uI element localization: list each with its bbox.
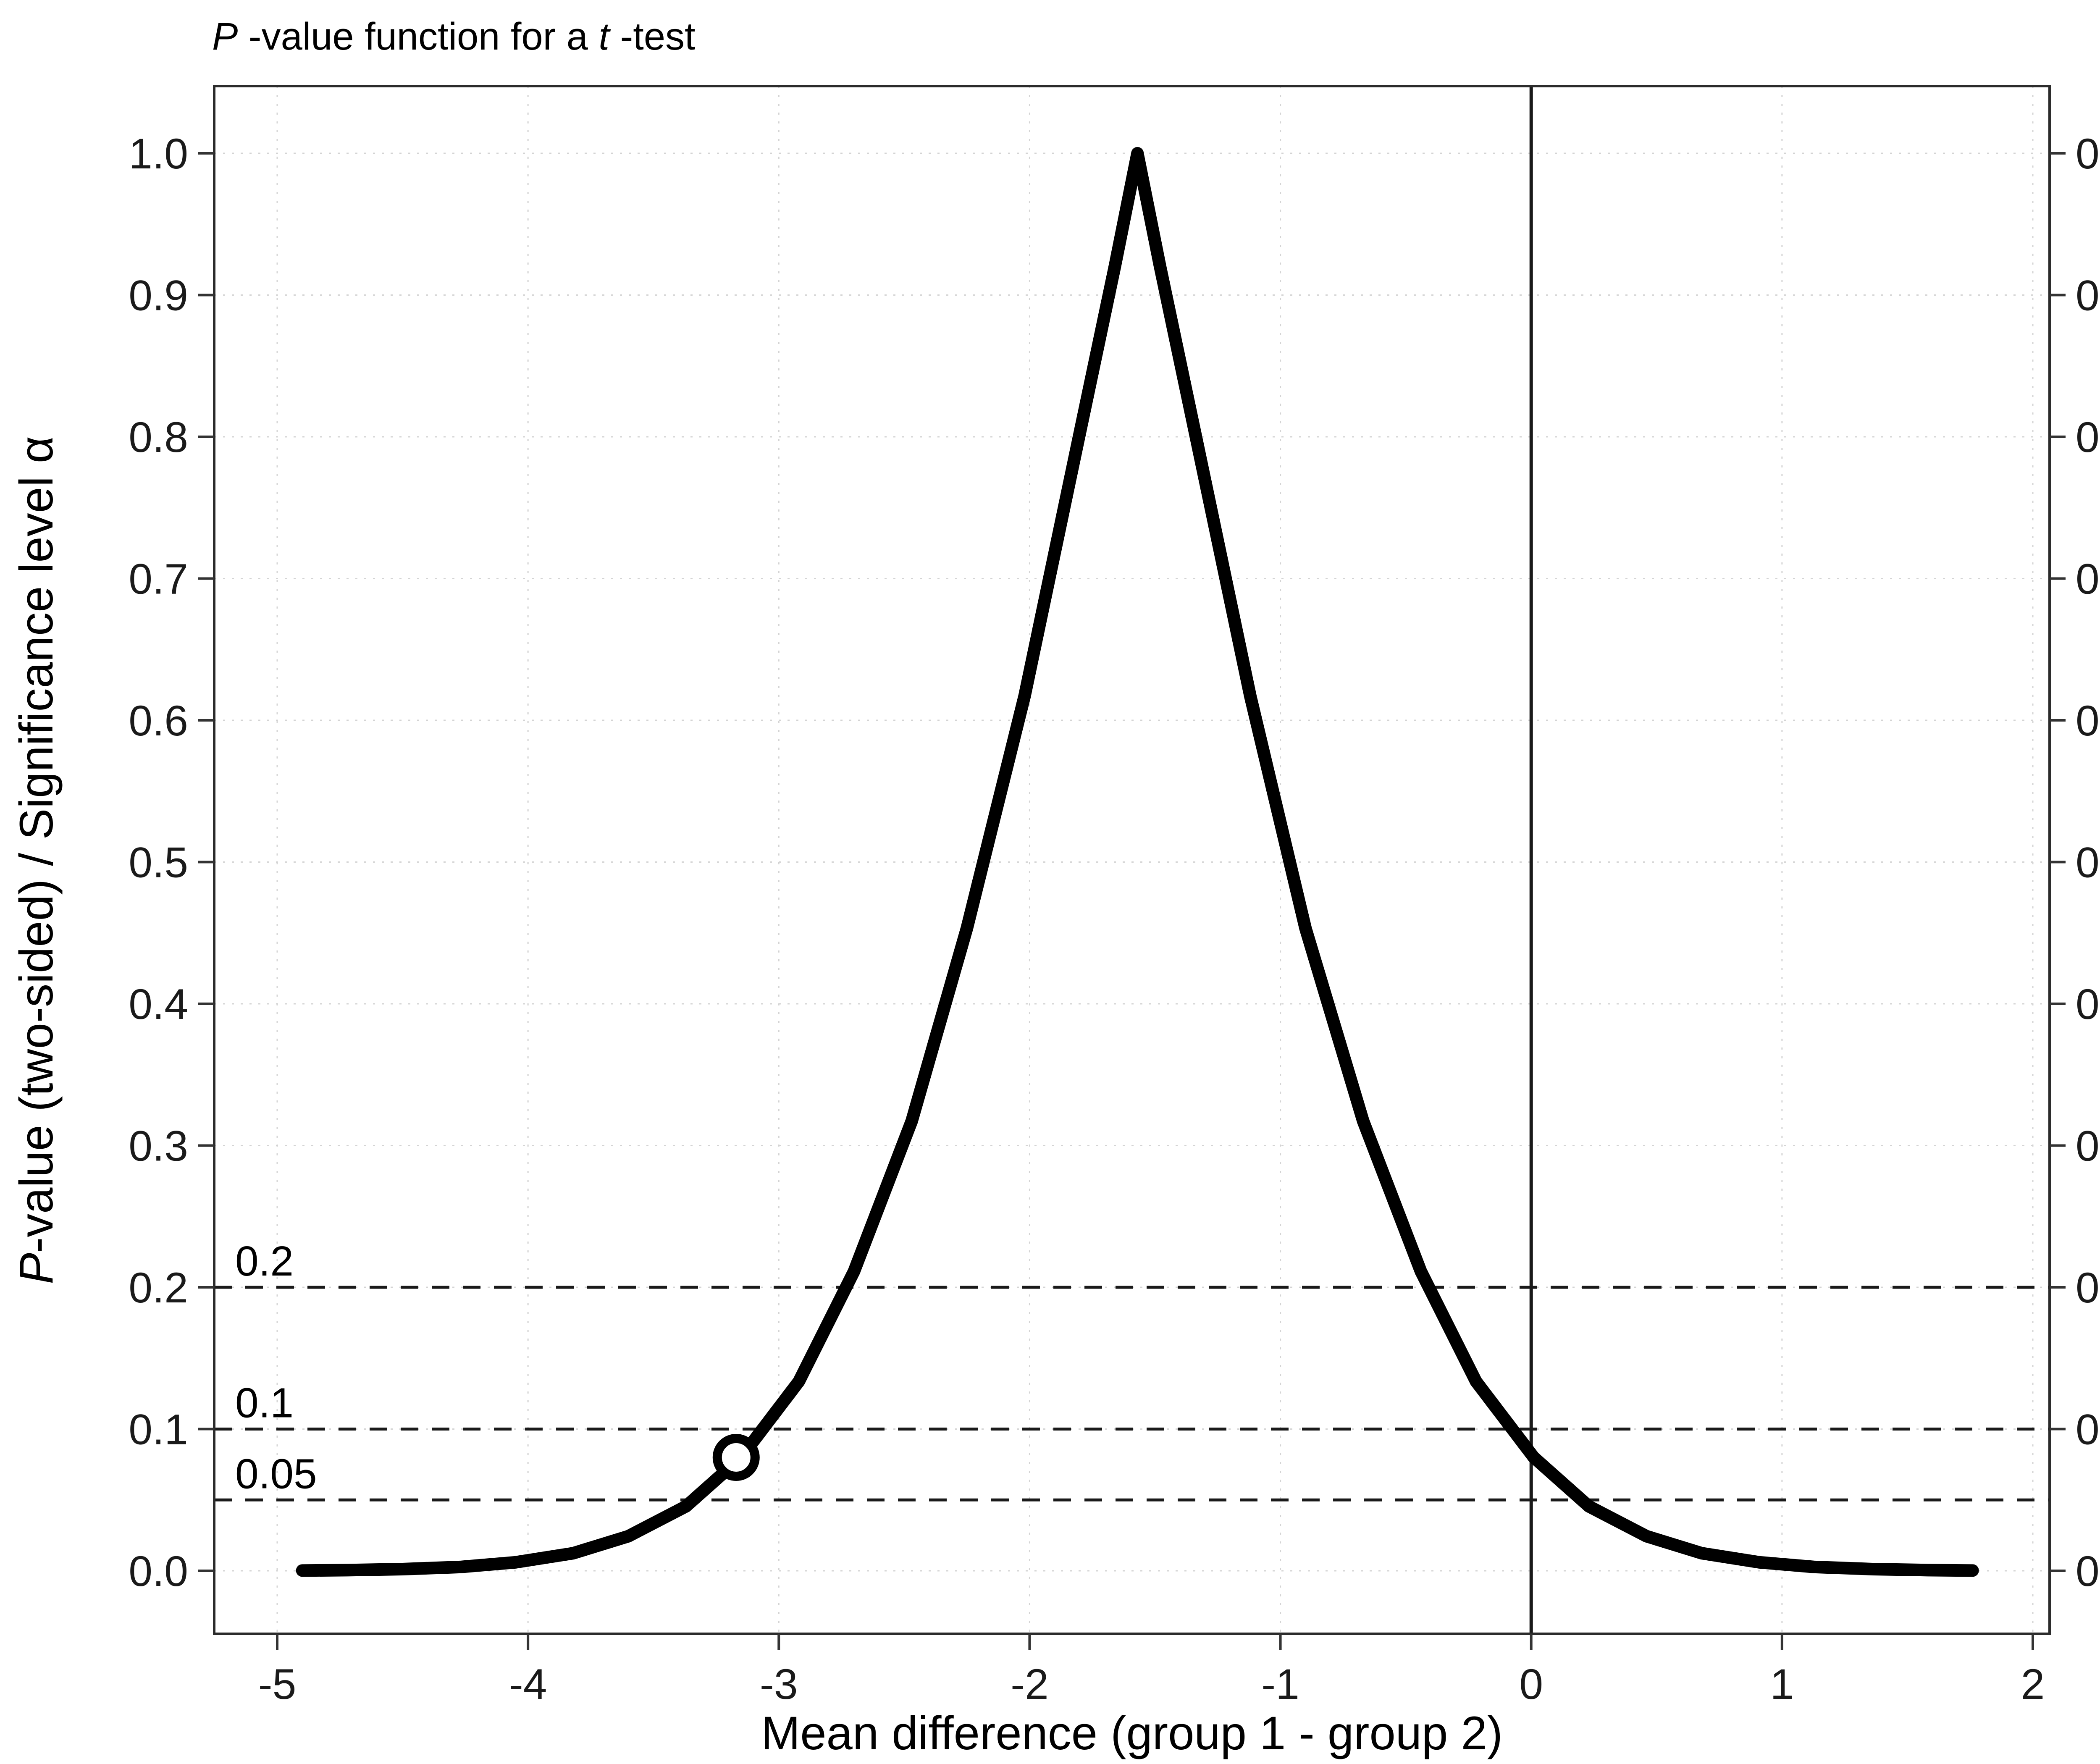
y-axis-left-tick-label: 0.1 (129, 1406, 188, 1454)
y-axis-left-tick-label: 0.2 (129, 1264, 188, 1312)
refline-labels-layer: 0.2 0.1 0.05 (235, 1238, 317, 1497)
plot-panel-border (213, 85, 2051, 1635)
y-axis-left-tick-label: 0.5 (129, 839, 188, 887)
x-axis-tick-label: -1 (1261, 1660, 1299, 1708)
y-axis-left-tick-label: 1.0 (129, 130, 188, 178)
italic-text-segment: P (10, 1253, 63, 1284)
y-axis-right-tick-label: 0.15 (2076, 1122, 2100, 1170)
y-axis-right-tick-label: 0.45 (2076, 272, 2100, 320)
chart-title: P -value function for a t -test (212, 15, 696, 58)
x-axis-title: Mean difference (group 1 - group 2) (761, 1707, 1503, 1759)
y-axis-left-tick-label: 0.3 (129, 1122, 188, 1170)
axes-layer: -5 -4 -3 -2 -1 0 1 2 1.0 0.9 0.8 0.7 0.6 0.5 0.4 0.3 0.2… (129, 130, 2100, 1708)
y-axis-right-tick-label: 0.20 (2076, 980, 2100, 1028)
y-axis-right-tick-label: 0.25 (2076, 839, 2100, 887)
curve-layer (296, 147, 1979, 1577)
open-circle-marker (712, 1434, 760, 1481)
x-axis-tick-label: -4 (509, 1660, 547, 1708)
y-axis-right-tick-label: 0.00 (2076, 1547, 2100, 1595)
y-axis-left-tick-label: 0.7 (129, 555, 188, 603)
marker-layer (712, 1434, 760, 1481)
pvalue-curve (296, 147, 1979, 1577)
italic-text-segment: P (212, 15, 238, 58)
y-axis-right-tick-label: 0.05 (2076, 1406, 2100, 1454)
y-axis-right-tick-label: 0.10 (2076, 1264, 2100, 1312)
x-axis-tick-label: 0 (1519, 1660, 1543, 1708)
significance-refline-label: 0.2 (235, 1238, 294, 1285)
y-axis-left-tick-label: 0.4 (129, 980, 188, 1028)
x-axis-tick-label: 1 (1770, 1660, 1794, 1708)
y-axis-right-tick-label: 0.40 (2076, 413, 2100, 461)
y-axis-right-tick-label: 0.30 (2076, 697, 2100, 745)
significance-refline-label: 0.05 (235, 1450, 317, 1497)
text-segment: -value function for a (238, 15, 598, 58)
x-axis-tick-label: -2 (1011, 1660, 1049, 1708)
significance-refline-label: 0.1 (235, 1380, 294, 1427)
y-axis-right-tick-label: 0.35 (2076, 555, 2100, 603)
italic-text-segment: t (599, 15, 611, 58)
x-axis-tick-label: -5 (258, 1660, 297, 1708)
y-axis-left-tick-label: 0.6 (129, 697, 188, 745)
text-segment: -test (609, 15, 695, 58)
x-axis-tick-label: 2 (2021, 1660, 2045, 1708)
y-axis-left-tick-label: 0.0 (129, 1547, 188, 1595)
x-axis-tick-label: -3 (760, 1660, 798, 1708)
text-segment: -value (two-sided) / Significance level … (10, 436, 63, 1253)
plot-panel-background (214, 86, 2050, 1634)
y-axis-right-tick-label: 0.50 (2076, 130, 2100, 178)
y-axis-left-tick-label: 0.8 (129, 413, 188, 461)
reference-lines (214, 86, 2050, 1634)
y-axis-left-tick-label: 0.9 (129, 272, 188, 320)
y-axis-left-title: P-value (two-sided) / Significance level… (10, 436, 63, 1284)
